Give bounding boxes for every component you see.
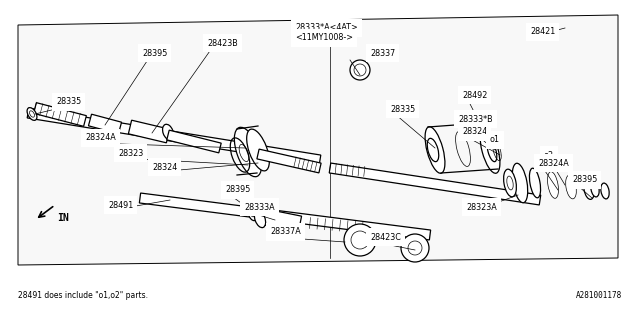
Text: 28337: 28337 bbox=[370, 49, 396, 58]
Ellipse shape bbox=[428, 138, 439, 162]
Ellipse shape bbox=[163, 124, 173, 140]
Ellipse shape bbox=[350, 60, 370, 80]
Text: 28324A: 28324A bbox=[85, 133, 116, 142]
Text: o2: o2 bbox=[544, 150, 554, 159]
Polygon shape bbox=[88, 114, 122, 134]
Text: 28395: 28395 bbox=[225, 186, 250, 195]
Text: 28333A: 28333A bbox=[244, 203, 275, 212]
Polygon shape bbox=[129, 120, 170, 143]
Text: 28323: 28323 bbox=[118, 148, 143, 157]
Text: 28323A: 28323A bbox=[466, 203, 497, 212]
Text: 28421: 28421 bbox=[530, 28, 556, 36]
Polygon shape bbox=[329, 163, 541, 205]
Text: 28324A: 28324A bbox=[538, 158, 569, 167]
Ellipse shape bbox=[487, 140, 497, 162]
Ellipse shape bbox=[480, 127, 500, 173]
Text: 28491 does include "o1,o2" parts.: 28491 does include "o1,o2" parts. bbox=[18, 291, 148, 300]
Polygon shape bbox=[18, 15, 618, 265]
Text: IN: IN bbox=[57, 213, 68, 223]
Text: A281001178: A281001178 bbox=[576, 291, 622, 300]
Polygon shape bbox=[28, 108, 321, 165]
Polygon shape bbox=[34, 103, 86, 126]
Ellipse shape bbox=[548, 172, 559, 198]
Ellipse shape bbox=[254, 210, 266, 228]
Ellipse shape bbox=[512, 163, 528, 203]
Ellipse shape bbox=[27, 108, 37, 120]
Text: 28395: 28395 bbox=[572, 175, 597, 185]
Text: 28324: 28324 bbox=[462, 127, 487, 137]
Text: 28333*A<4AT>: 28333*A<4AT> bbox=[295, 23, 358, 33]
Text: <11MY1008->: <11MY1008-> bbox=[295, 34, 353, 43]
Ellipse shape bbox=[601, 183, 609, 199]
Polygon shape bbox=[257, 149, 321, 173]
Polygon shape bbox=[259, 208, 301, 232]
Ellipse shape bbox=[234, 127, 262, 177]
Text: 28423B: 28423B bbox=[207, 38, 237, 47]
Polygon shape bbox=[167, 130, 221, 153]
Text: 28395: 28395 bbox=[142, 49, 168, 58]
Text: 28337A: 28337A bbox=[270, 228, 301, 236]
Polygon shape bbox=[140, 193, 431, 240]
Ellipse shape bbox=[566, 175, 577, 199]
Text: o1: o1 bbox=[490, 135, 500, 145]
Ellipse shape bbox=[425, 127, 445, 173]
Text: 28423C: 28423C bbox=[370, 233, 401, 242]
Ellipse shape bbox=[529, 168, 541, 198]
Ellipse shape bbox=[584, 179, 595, 199]
Ellipse shape bbox=[344, 224, 376, 256]
Ellipse shape bbox=[504, 169, 516, 197]
Ellipse shape bbox=[246, 129, 269, 171]
Text: 28491: 28491 bbox=[108, 201, 133, 210]
Ellipse shape bbox=[401, 234, 429, 262]
Text: 28324: 28324 bbox=[152, 163, 177, 172]
Ellipse shape bbox=[591, 181, 599, 197]
Text: 28335: 28335 bbox=[390, 105, 415, 114]
Text: 28492: 28492 bbox=[462, 91, 488, 100]
Ellipse shape bbox=[247, 205, 257, 221]
Text: 28333*B: 28333*B bbox=[458, 115, 493, 124]
Text: 28335: 28335 bbox=[56, 98, 81, 107]
